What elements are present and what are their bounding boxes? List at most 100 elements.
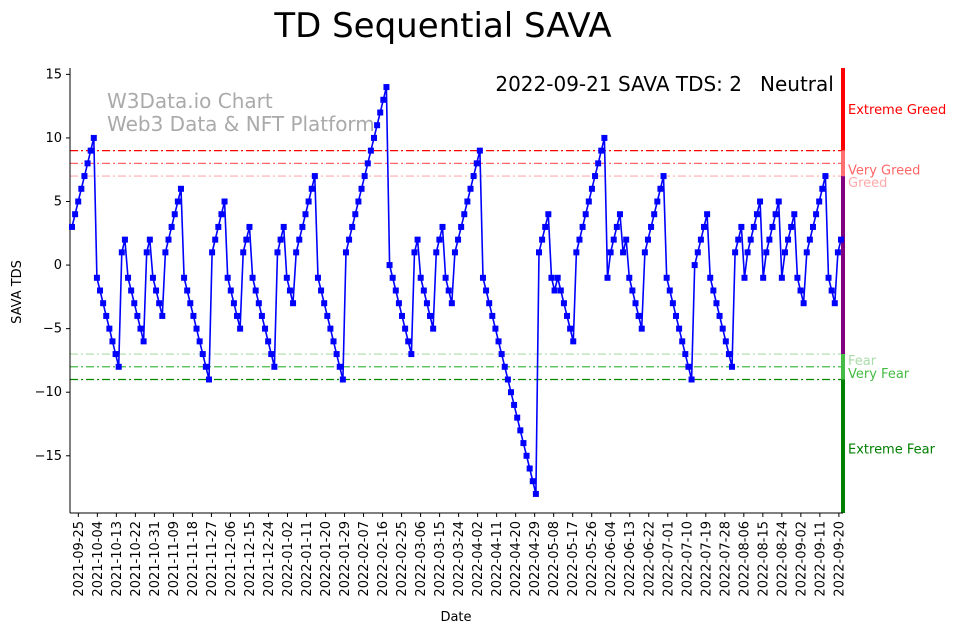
data-point [822,173,829,180]
data-point [218,211,225,218]
data-point [467,185,474,192]
data-point [314,274,321,281]
data-point [125,274,132,281]
data-point [470,173,477,180]
x-tick-label: 2022-05-26 [585,521,600,597]
x-tick-label: 2022-07-10 [680,521,695,597]
data-point [290,300,297,307]
data-point [311,173,318,180]
data-point [781,249,788,256]
y-tick-label: 0 [54,258,62,273]
data-point [93,274,100,281]
data-point [651,211,658,218]
data-point [729,363,736,370]
data-point [383,84,390,91]
data-point [704,211,711,218]
data-point [629,287,636,294]
data-point [679,338,686,345]
data-point [243,236,250,243]
data-point [230,300,237,307]
zone-label: Extreme Greed [848,103,946,118]
data-point [252,287,259,294]
data-point [202,363,209,370]
data-point [423,300,430,307]
x-tick-label: 2022-06-22 [642,521,657,597]
data-point [498,351,505,358]
data-point [719,325,726,332]
data-point [791,211,798,218]
data-point [389,274,396,281]
data-point [109,338,116,345]
data-point [165,236,172,243]
x-tick-label: 2022-01-29 [338,521,353,597]
data-point [221,198,228,205]
data-point [657,185,664,192]
data-point [420,287,427,294]
data-point [156,300,163,307]
data-point [744,249,751,256]
data-point [146,236,153,243]
data-point [168,223,175,230]
data-point [149,274,156,281]
data-point [564,312,571,319]
data-point [100,300,107,307]
x-tick-label: 2021-10-31 [148,521,163,597]
data-point [134,312,141,319]
data-point [308,185,315,192]
data-point [181,274,188,281]
data-point [227,287,234,294]
data-point [520,440,527,447]
status-label: Neutral [760,72,834,96]
x-tick-label: 2021-10-22 [129,521,144,597]
data-point [280,223,287,230]
data-point [501,363,508,370]
data-point [224,274,231,281]
data-point [199,351,206,358]
x-tick-label: 2021-09-25 [72,521,87,597]
x-tick-label: 2022-07-01 [661,521,676,597]
x-tick-label: 2022-02-25 [395,521,410,597]
data-point [523,452,530,459]
data-point [433,249,440,256]
data-point [87,147,94,154]
data-point [355,198,362,205]
data-point [585,198,592,205]
data-point [293,249,300,256]
threshold-label: Fear [848,354,877,369]
data-point [318,287,325,294]
data-point [333,351,340,358]
data-point [97,287,104,294]
data-point [766,236,773,243]
data-point [346,236,353,243]
x-tick-label: 2022-09-11 [813,521,828,597]
watermark-line2: Web3 Data & NFT Platform [107,112,375,136]
data-point [187,300,194,307]
data-point [548,274,555,281]
x-tick-label: 2022-08-24 [775,521,790,597]
data-point [834,249,841,256]
x-tick-label: 2021-10-13 [110,521,125,597]
data-point [701,223,708,230]
data-point [757,198,764,205]
data-point [209,249,216,256]
data-point [819,185,826,192]
data-point [153,287,160,294]
x-tick-label: 2022-03-15 [433,521,448,597]
x-tick-label: 2022-07-28 [718,521,733,597]
data-point [451,249,458,256]
data-point [809,223,816,230]
data-point [196,338,203,345]
data-point [595,160,602,167]
data-point [517,427,524,434]
data-point [455,236,462,243]
data-point [788,223,795,230]
data-point [750,223,757,230]
data-point [794,274,801,281]
data-point [370,134,377,141]
data-point [367,147,374,154]
data-point [427,312,434,319]
x-tick-label: 2021-11-18 [186,521,201,597]
watermark-line1: W3Data.io Chart [107,89,273,113]
data-point [797,287,804,294]
